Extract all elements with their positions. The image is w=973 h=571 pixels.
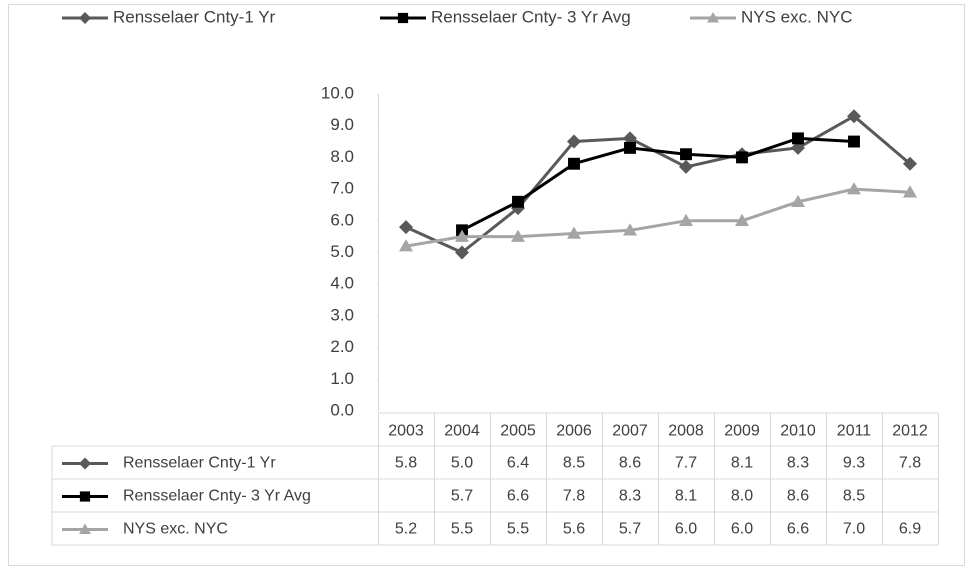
table-cell: 6.6 [787,521,809,538]
table-cell: 7.0 [843,521,865,538]
y-tick-label: 10.0 [321,83,354,102]
marker [624,141,636,154]
marker [679,213,693,227]
x-tick-label: 2012 [892,423,928,440]
marker [567,134,581,149]
table-cell: 8.1 [675,488,697,505]
table-cell: 6.0 [675,521,697,538]
marker [399,239,413,252]
marker [623,131,637,146]
table-cell: 8.5 [843,488,865,505]
table-cell: 7.7 [675,455,697,472]
marker [399,220,413,235]
table-cell: 6.4 [507,455,529,472]
marker [848,135,860,148]
y-tick-label: 2.0 [330,337,354,356]
table-cell: 8.6 [619,455,641,472]
table-cell: 6.6 [507,488,529,505]
table-row-label: Rensselaer Cnty-1 Yr [123,455,276,472]
y-tick-label: 0.0 [330,400,354,419]
series-line [405,114,911,254]
legend-key-marker [79,491,91,502]
y-tick-label: 3.0 [330,305,354,324]
table-cell: 8.0 [731,488,753,505]
table-cell: 5.8 [395,455,417,472]
legend-label: Rensselaer Cnty-1 Yr [113,7,276,26]
table-cell: 8.5 [563,455,585,472]
table-cell: 6.0 [731,521,753,538]
marker [455,245,469,260]
chart-border [8,4,965,566]
marker [679,159,693,174]
marker [568,157,580,170]
y-tick-label: 1.0 [330,369,354,388]
table-cell: 7.8 [899,455,921,472]
series-line [461,136,855,232]
marker [623,223,637,236]
marker [736,151,748,164]
marker [847,182,861,195]
y-tick-label: 5.0 [330,242,354,261]
x-tick-label: 2009 [724,423,760,440]
marker [567,226,581,239]
y-tick-label: 9.0 [330,115,354,134]
table-cell: 5.6 [563,521,585,538]
marker [903,156,917,171]
y-tick-label: 4.0 [330,274,354,293]
table-cell: 7.8 [563,488,585,505]
legend-label: NYS exc. NYC [741,7,852,26]
y-tick-label: 7.0 [330,179,354,198]
table-cell: 8.1 [731,455,753,472]
table-row-label: Rensselaer Cnty- 3 Yr Avg [123,488,311,505]
table-cell: 5.2 [395,521,417,538]
table-cell: 8.6 [787,488,809,505]
marker [847,109,861,124]
x-tick-label: 2004 [444,423,480,440]
series-line [405,187,911,248]
x-tick-label: 2005 [500,423,536,440]
legend-key-marker [397,12,409,24]
table-row-label: NYS exc. NYC [123,521,228,538]
table-cell: 5.0 [451,455,473,472]
marker [791,194,805,208]
x-tick-label: 2008 [668,423,704,440]
x-tick-label: 2010 [780,423,816,440]
legend-key-marker [79,457,91,470]
legend-label: Rensselaer Cnty- 3 Yr Avg [431,7,631,26]
table-cell: 6.9 [899,521,921,538]
marker [903,185,917,198]
x-tick-label: 2006 [556,423,592,440]
legend-key-marker [79,523,91,534]
marker [511,229,525,242]
marker [735,213,749,227]
legend-key-marker [707,12,719,23]
table-cell: 5.5 [451,521,473,538]
x-tick-label: 2011 [837,423,872,440]
x-tick-label: 2007 [612,423,648,440]
table-cell: 5.5 [507,521,529,538]
marker [680,148,692,161]
y-tick-label: 8.0 [330,147,354,166]
table-cell: 5.7 [619,521,641,538]
marker [455,229,469,242]
table-cell: 5.7 [451,488,473,505]
x-tick-label: 2003 [388,423,424,440]
y-tick-label: 6.0 [330,210,354,229]
marker [512,195,524,208]
marker [792,132,804,145]
marker [791,140,805,155]
table-cell: 8.3 [619,488,641,505]
table-cell: 9.3 [843,455,865,472]
table-cell: 8.3 [787,455,809,472]
legend-key-marker [79,12,91,24]
